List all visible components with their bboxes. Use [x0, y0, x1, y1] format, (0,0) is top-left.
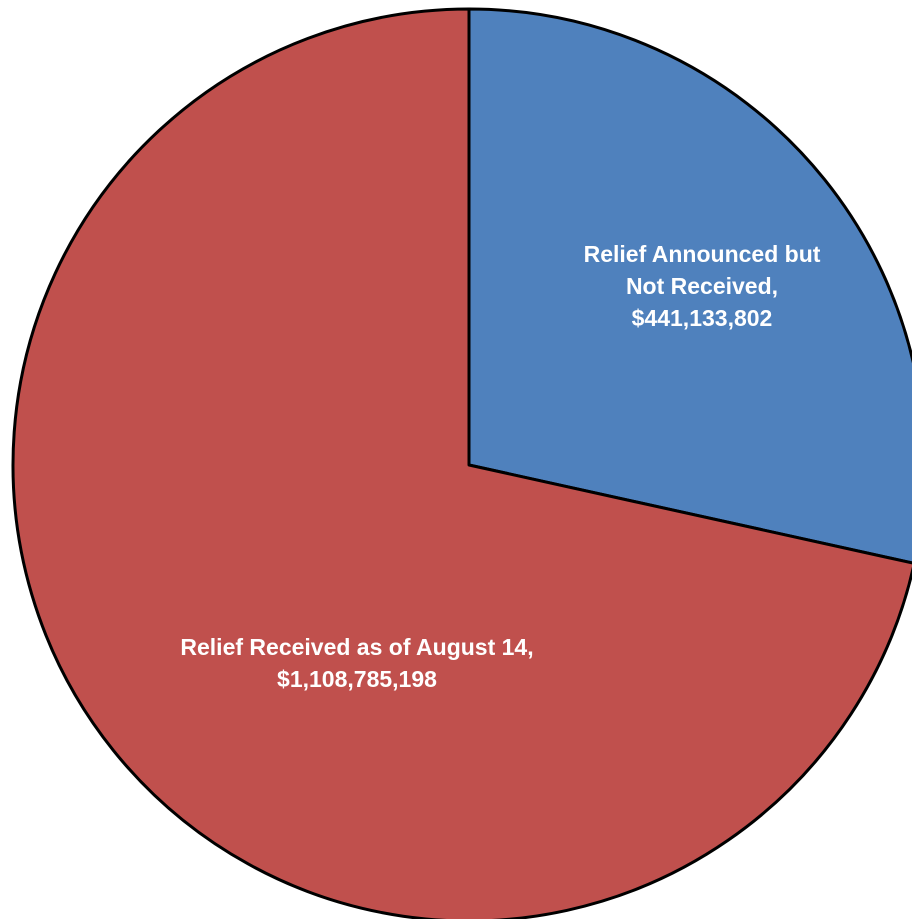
data-label-line: $1,108,785,198	[277, 666, 437, 692]
data-label-line: Relief Received as of August 14,	[180, 634, 533, 660]
data-label-line: Not Received,	[626, 273, 778, 299]
data-label-line: $441,133,802	[632, 305, 773, 331]
pie-slice-2	[11, 7, 912, 919]
data-label-slice-2: Relief Received as of August 14, $1,108,7…	[180, 634, 533, 692]
pie-slice-1	[467, 7, 912, 565]
data-label-slice-1: Relief Announced but Not Received, $441,13…	[584, 241, 821, 331]
pie-data-labels: Relief Announced but Not Received, $441,13…	[180, 241, 820, 692]
data-label-line: Relief Announced but	[584, 241, 821, 267]
pie-slices	[11, 7, 912, 919]
